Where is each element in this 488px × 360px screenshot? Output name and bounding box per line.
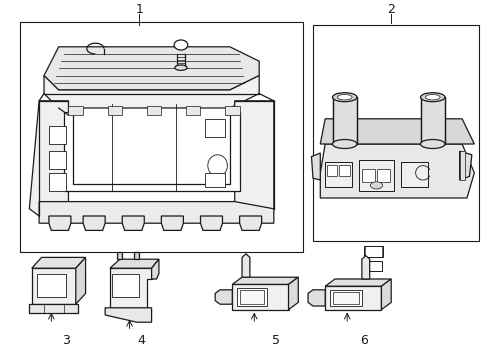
Bar [49,151,66,169]
Ellipse shape [207,155,227,176]
Polygon shape [311,153,320,180]
Polygon shape [63,112,239,191]
Circle shape [174,40,187,50]
Bar [359,160,393,191]
Bar [239,290,264,304]
Bar [332,292,359,304]
Bar [107,106,122,115]
Polygon shape [161,216,183,230]
Bar [325,162,351,187]
Polygon shape [361,256,369,279]
Polygon shape [110,259,159,268]
Polygon shape [49,216,71,230]
Polygon shape [32,268,76,304]
Bar [185,106,200,115]
Bar [20,22,303,252]
Bar [237,288,266,306]
Ellipse shape [370,182,382,189]
Polygon shape [288,277,298,310]
Ellipse shape [420,140,444,149]
Bar [205,119,224,137]
Polygon shape [83,216,105,230]
Bar [312,25,478,241]
Bar [329,290,361,306]
Polygon shape [320,119,473,144]
Polygon shape [200,216,222,230]
Polygon shape [32,257,85,268]
Bar [68,106,83,115]
Polygon shape [76,257,85,304]
Polygon shape [307,290,325,306]
Bar [366,261,382,271]
Bar [364,246,382,257]
Polygon shape [105,308,151,322]
Bar [205,173,224,187]
Text: 1: 1 [135,3,143,15]
Bar [326,165,337,176]
Polygon shape [44,76,259,108]
Text: 3: 3 [62,334,70,347]
Polygon shape [332,97,356,144]
Polygon shape [325,279,390,286]
Polygon shape [381,279,390,310]
Polygon shape [320,144,473,198]
Ellipse shape [332,93,356,102]
Ellipse shape [420,93,444,102]
Polygon shape [122,216,144,230]
Polygon shape [215,290,232,304]
Polygon shape [325,286,381,310]
Bar [224,106,239,115]
Polygon shape [29,304,78,313]
Bar [361,169,374,182]
Polygon shape [242,254,249,277]
Polygon shape [117,252,122,259]
Text: 6: 6 [360,334,367,347]
Polygon shape [239,216,261,230]
Text: 4: 4 [138,334,145,347]
Bar [49,126,66,144]
Ellipse shape [425,95,439,100]
Polygon shape [459,151,471,180]
Ellipse shape [332,140,356,149]
Polygon shape [44,47,259,90]
Bar [376,169,389,182]
Polygon shape [232,277,298,284]
Bar [112,274,139,297]
Polygon shape [29,101,273,216]
Bar [37,274,66,297]
Text: 5: 5 [272,334,280,347]
Polygon shape [134,252,139,259]
Ellipse shape [175,65,186,71]
Polygon shape [151,259,159,279]
Polygon shape [420,97,444,144]
Polygon shape [232,284,288,310]
Polygon shape [110,268,151,308]
Bar [338,165,349,176]
Polygon shape [39,202,273,223]
Bar [146,106,161,115]
Bar [49,173,66,191]
Bar [459,151,464,180]
Bar [400,162,427,187]
Ellipse shape [337,95,351,100]
Text: 2: 2 [386,3,394,15]
